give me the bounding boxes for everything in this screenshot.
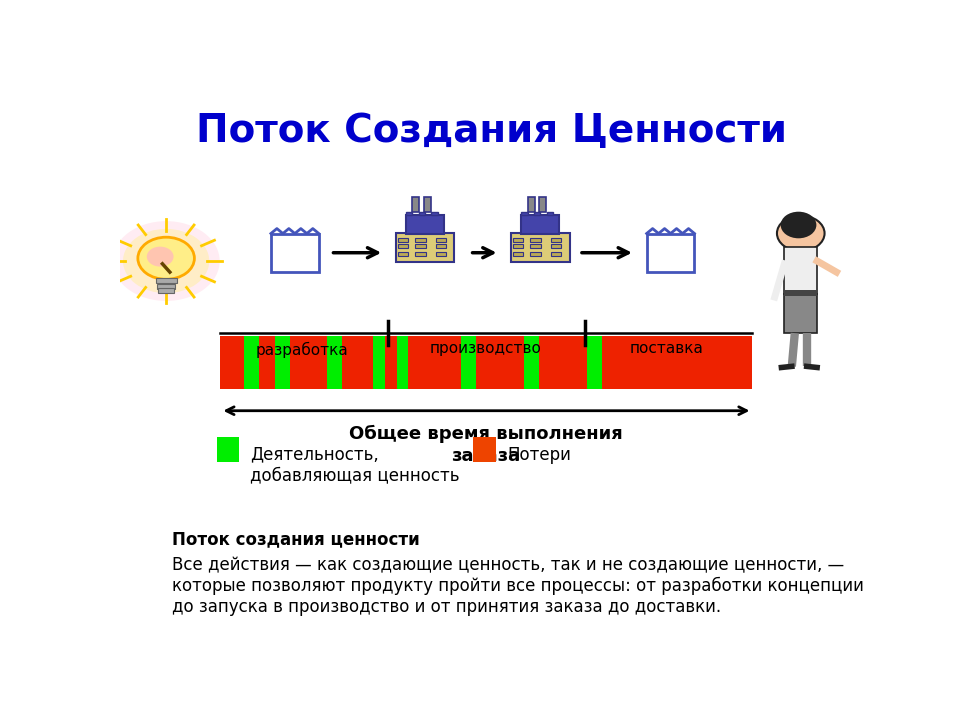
Bar: [397, 243, 408, 248]
Bar: [423, 197, 431, 212]
Bar: [531, 243, 540, 248]
Bar: [436, 238, 446, 242]
Bar: [476, 336, 524, 389]
Bar: [436, 253, 446, 256]
Bar: [406, 212, 413, 215]
Bar: [327, 336, 343, 389]
Circle shape: [112, 221, 220, 301]
Text: до запуска в производство и от принятия заказа до доставки.: до запуска в производство и от принятия …: [172, 598, 721, 616]
Circle shape: [123, 229, 209, 293]
Bar: [647, 233, 694, 272]
Bar: [156, 278, 177, 283]
Bar: [396, 233, 454, 261]
Text: Общее время выполнения: Общее время выполнения: [349, 425, 623, 443]
Bar: [546, 212, 553, 215]
Circle shape: [138, 237, 194, 279]
Bar: [156, 284, 176, 289]
Bar: [415, 253, 425, 256]
Bar: [534, 212, 540, 215]
Text: заказа: заказа: [451, 446, 520, 465]
Text: разработка: разработка: [256, 341, 348, 358]
Bar: [473, 437, 495, 462]
Bar: [413, 197, 420, 212]
Circle shape: [780, 212, 816, 238]
Bar: [551, 238, 562, 242]
Bar: [431, 212, 438, 215]
Bar: [784, 247, 817, 294]
Bar: [513, 253, 523, 256]
Bar: [528, 197, 535, 212]
Bar: [524, 336, 540, 389]
Bar: [587, 336, 602, 389]
Text: Поток Создания Ценности: Поток Создания Ценности: [197, 112, 787, 150]
Text: поставка: поставка: [630, 341, 704, 356]
Bar: [436, 243, 446, 248]
Bar: [415, 243, 425, 248]
Bar: [343, 336, 373, 389]
Bar: [415, 238, 425, 242]
Bar: [385, 336, 396, 389]
Bar: [373, 336, 385, 389]
Text: Все действия — как создающие ценность, так и не создающие ценности, —: Все действия — как создающие ценность, т…: [172, 557, 845, 575]
Bar: [217, 437, 239, 462]
Bar: [290, 336, 327, 389]
Bar: [551, 243, 562, 248]
Text: производство: производство: [430, 341, 542, 356]
Bar: [271, 233, 319, 272]
Circle shape: [777, 215, 825, 251]
Bar: [521, 215, 560, 234]
Text: Поток создания ценности: Поток создания ценности: [172, 530, 420, 548]
Bar: [521, 212, 528, 215]
Bar: [406, 215, 444, 234]
Bar: [512, 233, 569, 261]
Bar: [408, 336, 462, 389]
Bar: [784, 290, 817, 296]
Bar: [540, 197, 546, 212]
Bar: [784, 294, 817, 333]
Bar: [259, 336, 276, 389]
Bar: [602, 336, 753, 389]
Text: Потери: Потери: [507, 446, 571, 464]
Circle shape: [147, 247, 174, 266]
Bar: [221, 336, 245, 389]
Bar: [276, 336, 290, 389]
Bar: [551, 253, 562, 256]
Bar: [245, 336, 259, 389]
Bar: [419, 212, 425, 215]
Bar: [396, 336, 408, 389]
Bar: [540, 336, 587, 389]
Bar: [531, 253, 540, 256]
Text: Деятельность,: Деятельность,: [251, 445, 379, 463]
Bar: [397, 253, 408, 256]
Bar: [513, 238, 523, 242]
Text: которые позволяют продукту пройти все процессы: от разработки концепции: которые позволяют продукту пройти все пр…: [172, 577, 864, 595]
Bar: [462, 336, 476, 389]
Bar: [531, 238, 540, 242]
Text: добавляющая ценность: добавляющая ценность: [251, 466, 460, 484]
Bar: [158, 288, 175, 293]
Bar: [513, 243, 523, 248]
Bar: [397, 238, 408, 242]
